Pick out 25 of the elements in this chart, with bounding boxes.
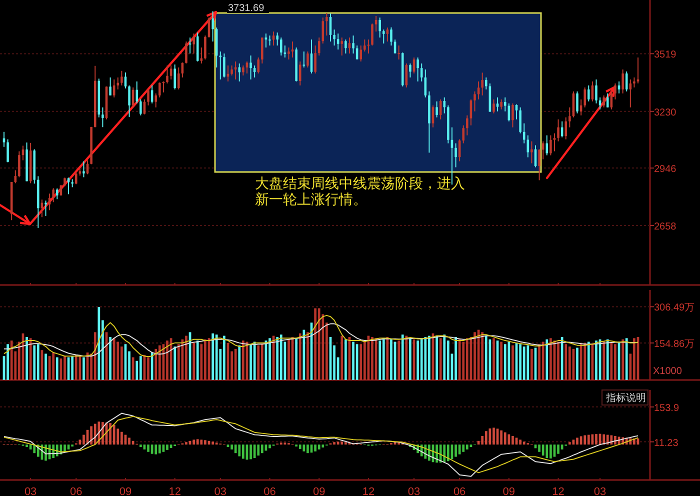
y-tick-label: 2946 (654, 164, 677, 176)
y-tick-label: 3519 (654, 50, 677, 61)
x-tick-label: 12 (552, 486, 564, 496)
y-tick-label: 306.49万 (654, 302, 695, 314)
x-tick-label: 09 (502, 486, 516, 496)
x-tick-label: 09 (312, 486, 326, 496)
x-tick-label: 12 (362, 486, 375, 496)
annotation: 3731.69 (228, 3, 265, 14)
x-tick-label: 06 (264, 486, 276, 496)
x-tick-label: 06 (453, 486, 466, 496)
y-tick-label: 154.86万 (654, 338, 695, 350)
text: X1000 (653, 366, 682, 377)
x-tick-label: 06 (70, 486, 82, 496)
y-tick-label: 2658 (654, 222, 677, 233)
x-tick-label: 03 (594, 486, 606, 496)
annotation: 大盘结束周线中线震荡阶段，进入新一轮上涨行情。 (255, 175, 465, 207)
x-tick-label: 12 (168, 486, 181, 496)
annotation: 指标说明 (605, 392, 646, 404)
x-tick-label: 03 (24, 486, 37, 496)
x-tick-label: 09 (119, 486, 132, 496)
y-tick-label: 3230 (654, 107, 677, 118)
y-tick-label: 153.9 (654, 402, 680, 414)
x-tick-label: 03 (408, 486, 420, 496)
x-tick-label: 03 (214, 486, 227, 496)
y-tick-label: 11.23 (654, 438, 679, 449)
